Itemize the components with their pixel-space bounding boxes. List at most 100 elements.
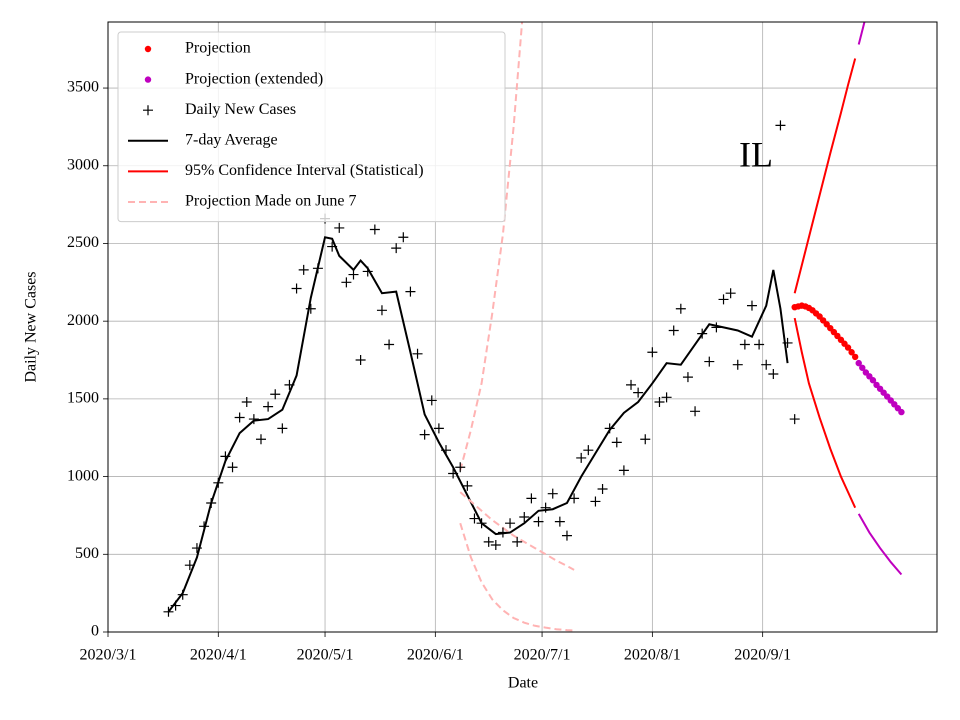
point (718, 294, 729, 305)
point (668, 325, 679, 336)
point (554, 516, 565, 527)
legend-box (117, 31, 506, 223)
series-line (167, 236, 789, 613)
point (611, 437, 622, 448)
point (789, 414, 800, 425)
point (497, 527, 508, 538)
legend-marker (143, 105, 153, 116)
point (462, 480, 473, 491)
point (626, 379, 637, 390)
y-tick-label: 1500 (67, 390, 99, 407)
point (270, 389, 281, 400)
x-tick-label: 2020/3/1 (80, 647, 137, 664)
legend-marker (144, 45, 152, 53)
y-tick-label: 2500 (67, 234, 99, 251)
plot-area (163, 22, 905, 632)
x-tick-label: 2020/7/1 (514, 647, 571, 664)
point (448, 468, 459, 479)
point (284, 379, 295, 390)
x-tick-label: 2020/5/1 (297, 647, 354, 664)
point (768, 369, 779, 380)
point (220, 451, 231, 462)
point (746, 300, 757, 311)
legend-label: 95% Confidence Interval (Statistical) (185, 162, 424, 179)
point (512, 536, 523, 547)
series-line (459, 22, 524, 471)
y-tick-label: 3500 (67, 79, 99, 96)
point (248, 414, 259, 425)
y-tick-label: 2000 (67, 312, 99, 329)
point (533, 516, 544, 527)
point (654, 396, 665, 407)
point (739, 339, 750, 350)
point (241, 396, 252, 407)
point (255, 434, 266, 445)
point (782, 337, 793, 348)
point (690, 406, 701, 417)
point (206, 498, 217, 509)
point (213, 477, 224, 488)
x-axis-label: Date (508, 675, 538, 692)
point (561, 530, 572, 541)
point (405, 286, 416, 297)
plot-frame (107, 21, 938, 633)
point (704, 356, 715, 367)
point (732, 359, 743, 370)
point (476, 518, 487, 529)
point (859, 364, 866, 371)
point (312, 263, 323, 274)
point (526, 493, 537, 504)
series-line (459, 522, 575, 632)
legend-label: Projection (extended) (185, 70, 323, 87)
point (419, 429, 430, 440)
point (505, 518, 516, 529)
point (682, 372, 693, 383)
point (569, 493, 580, 504)
point (369, 224, 380, 235)
point (227, 462, 238, 473)
point (697, 328, 708, 339)
y-tick-label: 500 (75, 545, 99, 562)
point (170, 600, 181, 611)
x-tick-label: 2020/9/1 (734, 647, 791, 664)
point (851, 353, 859, 361)
point (362, 266, 373, 277)
x-tick-label: 2020/6/1 (407, 647, 464, 664)
point (583, 445, 594, 456)
point (855, 359, 862, 367)
series-line (857, 513, 903, 576)
point (277, 423, 288, 434)
point (398, 232, 409, 243)
point (597, 484, 608, 495)
point (490, 539, 501, 550)
point (191, 543, 202, 554)
point (661, 392, 672, 403)
point (725, 288, 736, 299)
point (519, 511, 530, 522)
point (590, 496, 601, 507)
series-line (459, 491, 575, 571)
point (647, 347, 658, 358)
series-line (857, 22, 866, 45)
point (305, 303, 316, 314)
point (341, 277, 352, 288)
point (675, 303, 686, 314)
y-tick-label: 1000 (67, 467, 99, 484)
point (540, 502, 551, 513)
point (426, 395, 437, 406)
x-tick-label: 2020/4/1 (190, 647, 247, 664)
y-axis-label: Daily New Cases (23, 271, 40, 382)
legend-label: Projection (185, 40, 251, 57)
point (754, 339, 765, 350)
series-line (793, 317, 857, 509)
point (327, 241, 338, 252)
point (433, 423, 444, 434)
point (391, 243, 402, 254)
point (384, 339, 395, 350)
point (547, 488, 558, 499)
point (640, 434, 651, 445)
legend: Projection Projection (extended) Daily New… (117, 31, 506, 223)
point (163, 606, 174, 617)
